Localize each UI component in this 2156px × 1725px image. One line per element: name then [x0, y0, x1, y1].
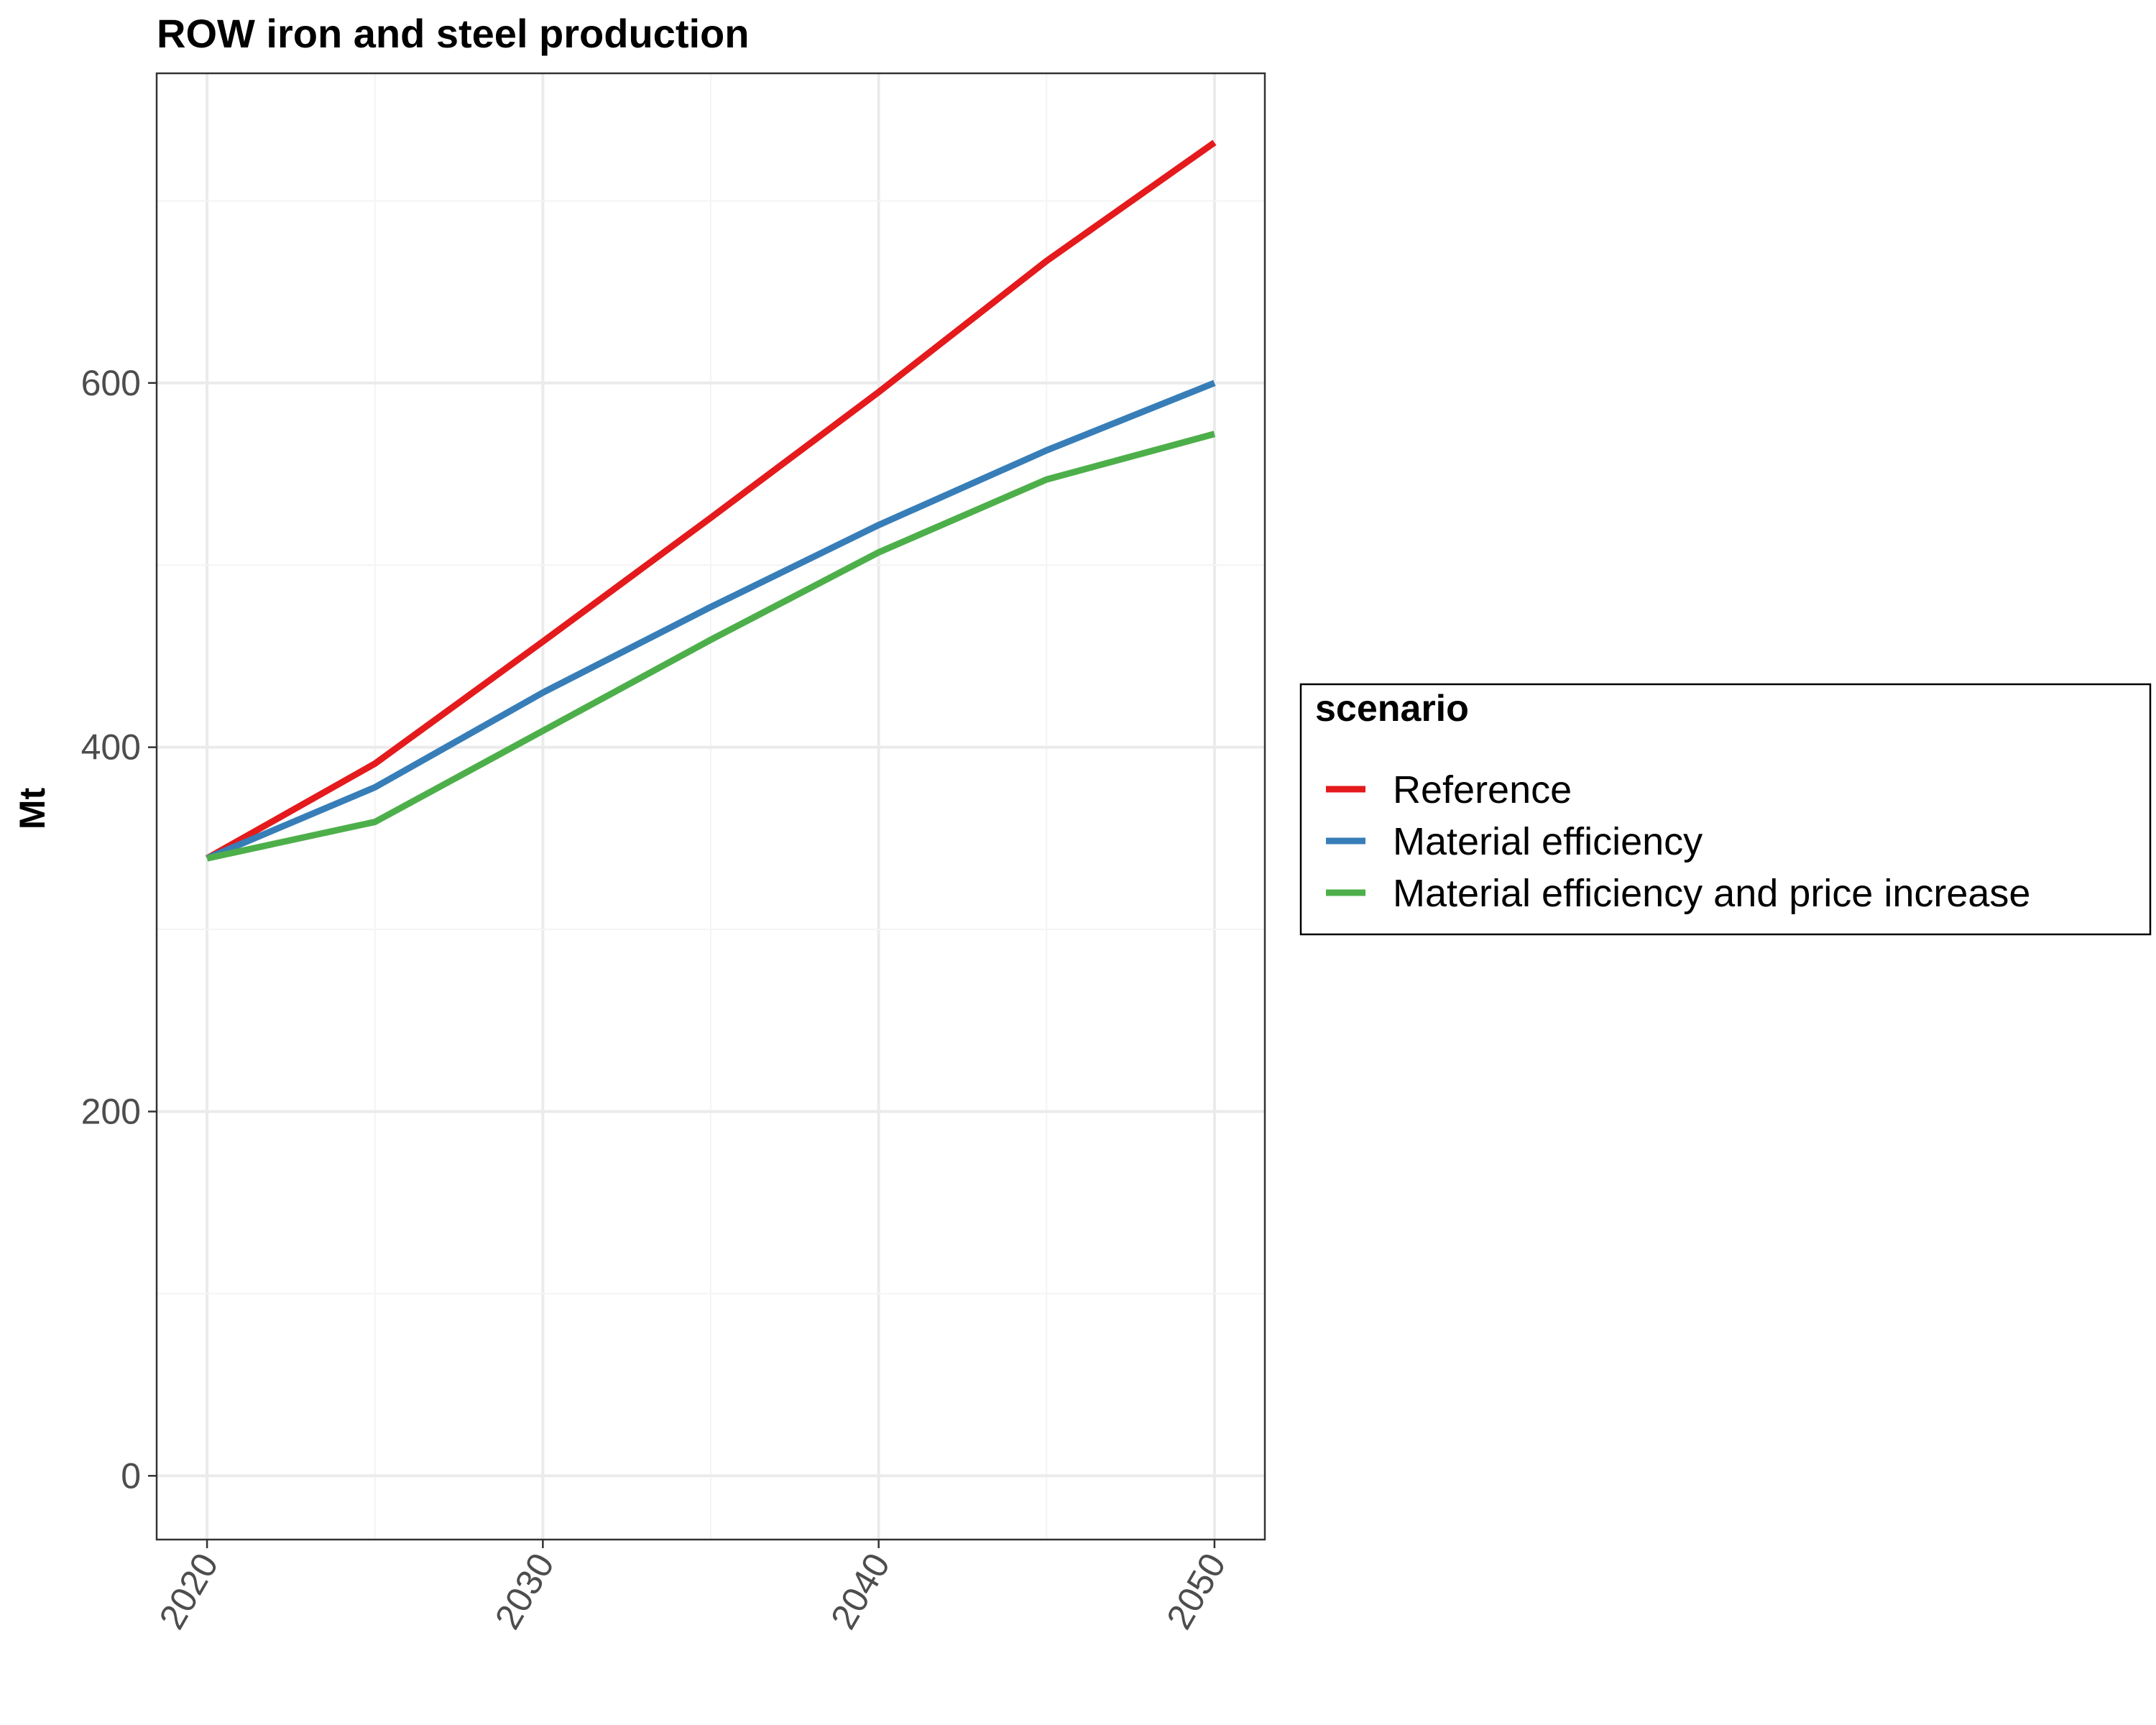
legend-item-1: Reference: [1326, 768, 1572, 811]
legend-item-2: Material efficiency: [1326, 820, 1703, 863]
legend-item-3: Material efficiency and price increase: [1326, 872, 2030, 915]
x-tick-label: 2040: [823, 1547, 898, 1636]
series-line-2: [206, 380, 1216, 862]
x-tick-label: 2050: [1158, 1547, 1233, 1636]
legend-label: Reference: [1393, 768, 1572, 811]
y-tick-label: 600: [81, 363, 141, 403]
x-axis: 2020 2030 2040 2050: [152, 1540, 1233, 1636]
series-line-3: [206, 431, 1216, 862]
legend-label: Material efficiency and price increase: [1393, 872, 2030, 915]
y-tick-label: 200: [81, 1091, 141, 1131]
x-tick-label: 2020: [152, 1547, 226, 1636]
legend-box: [1299, 683, 2152, 936]
series-line-1: [205, 139, 1217, 862]
y-axis: 0 200 400 600: [81, 363, 157, 1496]
legend-label: Material efficiency: [1393, 820, 1703, 863]
legend-title: scenario: [1315, 688, 1469, 730]
gridlines: [157, 73, 1265, 1540]
chart-title: ROW iron and steel production: [157, 11, 749, 56]
y-axis-title: Mt: [12, 788, 52, 830]
plot-panel-border: [155, 72, 1266, 1541]
y-tick-label: 0: [121, 1455, 141, 1496]
y-tick-label: 400: [81, 727, 141, 768]
legend: scenario Reference Material efficiency Mat…: [1299, 683, 2152, 936]
series-lines: [205, 139, 1217, 862]
x-tick-label: 2030: [487, 1547, 562, 1636]
